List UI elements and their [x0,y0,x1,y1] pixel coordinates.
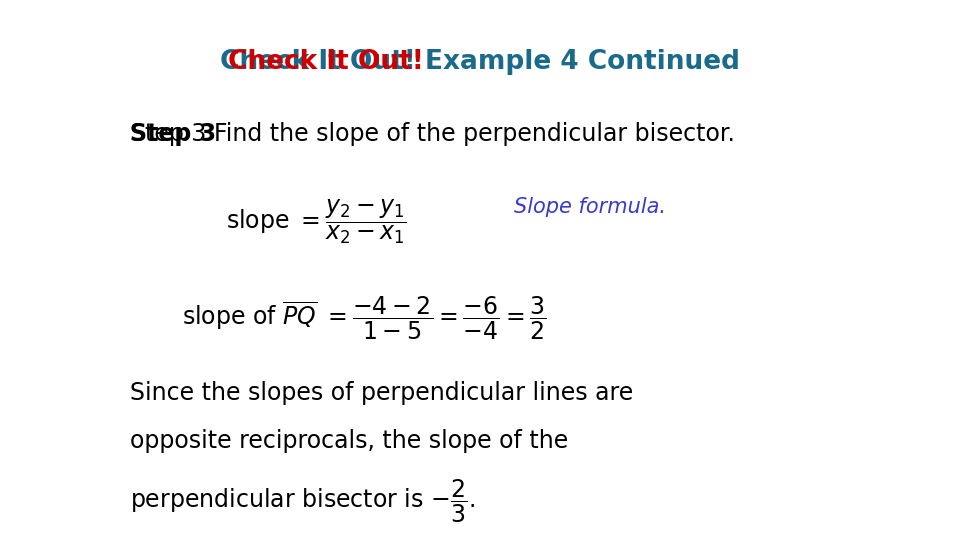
Text: Check It Out! Example 4 Continued: Check It Out! Example 4 Continued [220,49,740,75]
Text: slope of $\overline{PQ}\ = \dfrac{-4 - 2}{1 - 5} = \dfrac{-6}{-4} = \dfrac{3}{2}: slope of $\overline{PQ}\ = \dfrac{-4 - 2… [182,294,547,342]
Text: Slope formula.: Slope formula. [514,197,665,217]
Text: Step 3: Step 3 [130,122,216,145]
Text: perpendicular bisector is $-\dfrac{2}{3}$.: perpendicular bisector is $-\dfrac{2}{3}… [130,478,474,525]
Text: Step 3 Find the slope of the perpendicular bisector.: Step 3 Find the slope of the perpendicul… [130,122,734,145]
Text: Since the slopes of perpendicular lines are: Since the slopes of perpendicular lines … [130,381,633,404]
Text: slope $= \dfrac{y_2 - y_1}{x_2 - x_1}$: slope $= \dfrac{y_2 - y_1}{x_2 - x_1}$ [227,197,407,246]
Text: opposite reciprocals, the slope of the: opposite reciprocals, the slope of the [130,429,568,453]
Text: Check It Out!: Check It Out! [228,49,424,75]
